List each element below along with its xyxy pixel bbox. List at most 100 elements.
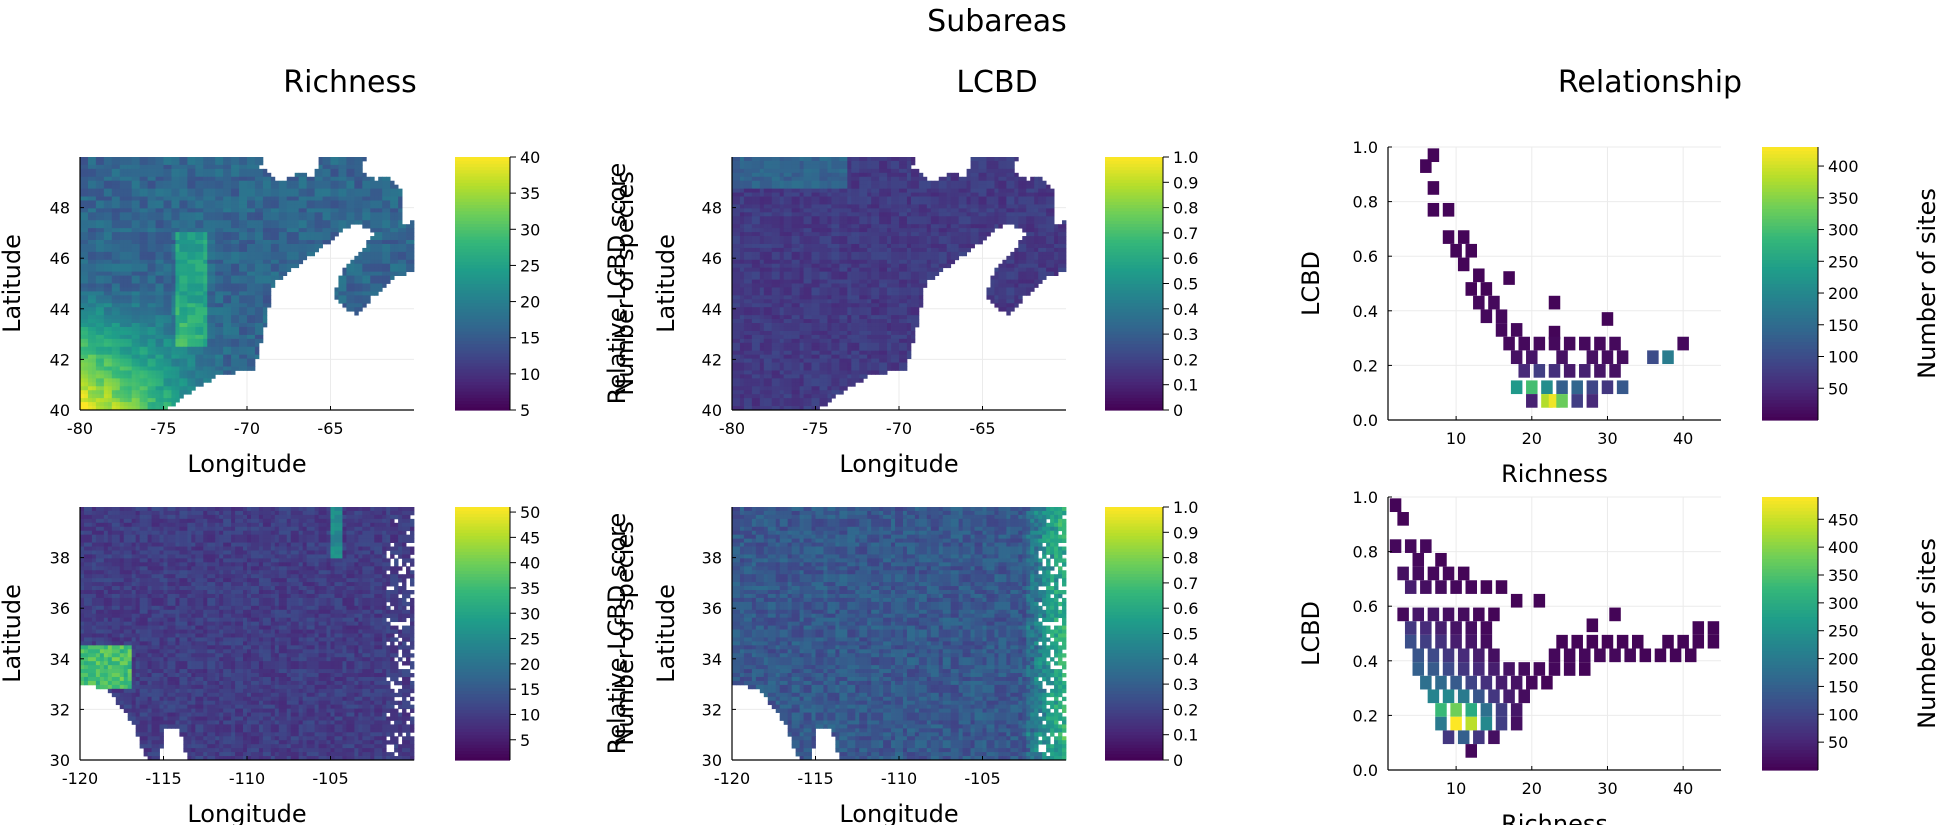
map-cell	[934, 192, 940, 197]
map-cell	[847, 168, 852, 174]
map-cell	[891, 192, 896, 197]
map-cell	[127, 279, 133, 284]
map-cell	[863, 180, 868, 186]
map-cell	[147, 366, 152, 371]
map-cell	[143, 157, 148, 162]
map-cell	[799, 160, 804, 166]
map-cell	[318, 160, 323, 166]
map-cell	[215, 180, 220, 186]
map-cell	[199, 212, 204, 217]
map-cell	[119, 204, 125, 209]
map-cell	[187, 164, 192, 170]
map-cell	[103, 212, 109, 217]
map-cell	[811, 164, 816, 170]
map-cell	[330, 172, 335, 178]
map-cell	[119, 366, 125, 371]
map-cell	[338, 208, 343, 213]
map-cell	[87, 200, 93, 205]
map-cell	[358, 196, 363, 201]
map-cell	[970, 196, 975, 201]
map-cell	[254, 212, 260, 217]
map-cell	[382, 200, 387, 205]
map-cell	[183, 192, 188, 197]
map-cell	[374, 279, 379, 284]
map-cell	[851, 216, 856, 221]
map-cell	[159, 192, 164, 197]
map-cell	[799, 184, 804, 190]
map-cell	[286, 247, 292, 253]
map-cell	[274, 232, 280, 237]
map-cell	[107, 287, 113, 292]
map-cell	[270, 267, 276, 273]
map-cell	[318, 192, 323, 197]
map-cell	[247, 346, 252, 352]
map-cell	[755, 204, 761, 209]
map-cell	[962, 176, 967, 182]
map-cell	[986, 208, 991, 213]
map-cell	[99, 311, 105, 316]
map-cell	[346, 184, 351, 190]
map-cell	[207, 358, 212, 363]
map-cell	[278, 271, 284, 276]
map-cell	[998, 172, 1003, 178]
map-cell	[203, 334, 208, 340]
map-cell	[282, 240, 288, 245]
map-cell	[87, 259, 93, 265]
map-cell	[978, 160, 983, 166]
map-cell	[763, 157, 769, 162]
map-cell	[87, 176, 93, 182]
map-cell	[342, 180, 347, 186]
map-cell	[763, 188, 769, 193]
map-cell	[358, 291, 363, 296]
map-cell	[390, 267, 395, 273]
map-cell	[910, 184, 916, 190]
map-cell	[111, 287, 117, 292]
map-cell	[783, 208, 789, 213]
map-cell	[80, 243, 85, 249]
map-cell	[163, 216, 168, 221]
map-cell	[167, 212, 172, 217]
map-cell	[163, 220, 168, 225]
map-cell	[235, 263, 240, 269]
map-cell	[195, 319, 200, 324]
map-cell	[123, 346, 129, 352]
map-cell	[123, 204, 129, 209]
map-cell	[239, 192, 244, 197]
map-cell	[80, 271, 85, 276]
map-cell	[171, 390, 176, 395]
map-cell	[374, 184, 379, 190]
map-cell	[982, 168, 987, 174]
map-cell	[266, 192, 272, 197]
map-cell	[358, 287, 363, 292]
map-cell	[219, 326, 224, 332]
map-cell	[823, 216, 828, 221]
map-cell	[258, 319, 264, 324]
map-cell	[227, 168, 232, 174]
map-cell	[87, 334, 93, 340]
map-cell	[250, 247, 256, 253]
map-cell	[83, 303, 89, 308]
map-cell	[80, 354, 85, 360]
map-cell	[219, 330, 224, 336]
map-cell	[807, 196, 812, 201]
map-cell	[775, 184, 781, 190]
map-cell	[111, 240, 117, 245]
map-cell	[179, 220, 184, 225]
map-cell	[99, 164, 105, 170]
map-cell	[95, 259, 101, 265]
map-cell	[294, 180, 300, 186]
map-cell	[799, 168, 804, 174]
map-cell	[835, 216, 840, 221]
map-cell	[227, 192, 232, 197]
map-cell	[219, 271, 224, 276]
map-cell	[235, 247, 240, 253]
map-cell	[390, 263, 395, 269]
map-cell	[258, 271, 264, 276]
map-cell	[131, 398, 137, 403]
map-cell	[99, 299, 105, 304]
map-cell	[843, 212, 848, 217]
map-cell	[918, 192, 924, 197]
map-cell	[1038, 192, 1043, 197]
colorbar-swatch	[455, 270, 510, 275]
map-cell	[739, 192, 745, 197]
